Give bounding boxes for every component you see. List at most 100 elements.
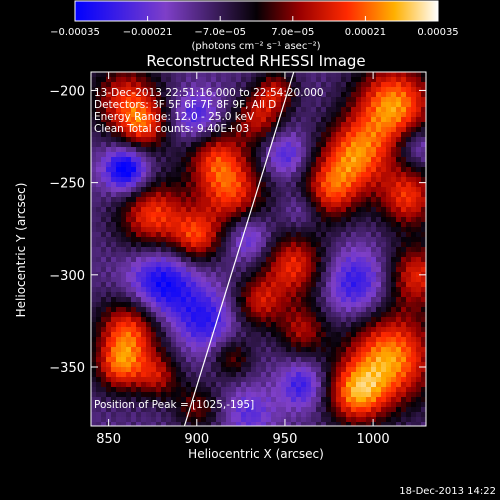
heatmap-cell	[341, 382, 347, 388]
heatmap-cell	[291, 77, 297, 83]
heatmap-cell	[251, 347, 257, 353]
heatmap-cell	[281, 162, 287, 168]
heatmap-cell	[391, 297, 397, 303]
heatmap-cell	[246, 167, 252, 173]
heatmap-cell	[366, 252, 372, 258]
heatmap-cell	[246, 262, 252, 268]
heatmap-cell	[336, 162, 342, 168]
heatmap-cell	[176, 302, 182, 308]
heatmap-cell	[191, 247, 197, 253]
heatmap-cell	[246, 152, 252, 158]
heatmap-cell	[186, 367, 192, 373]
heatmap-cell	[276, 252, 282, 258]
heatmap-cell	[206, 252, 212, 258]
heatmap-cell	[131, 102, 137, 108]
heatmap-cell	[166, 167, 172, 173]
heatmap-cell	[316, 327, 322, 333]
heatmap-cell	[336, 82, 342, 88]
heatmap-cell	[241, 377, 247, 383]
heatmap-cell	[321, 357, 327, 363]
heatmap-cell	[381, 92, 387, 98]
heatmap-cell	[361, 282, 367, 288]
heatmap-cell	[351, 232, 357, 238]
heatmap-cell	[151, 87, 157, 93]
heatmap-cell	[411, 307, 417, 313]
heatmap-cell	[121, 262, 127, 268]
heatmap-cell	[131, 172, 137, 178]
heatmap-cell	[421, 112, 426, 118]
heatmap-cell	[286, 137, 292, 143]
heatmap-cell	[166, 327, 172, 333]
heatmap-cell	[276, 297, 282, 303]
heatmap-cell	[96, 112, 102, 118]
heatmap-cell	[246, 387, 252, 393]
heatmap-cell	[231, 312, 237, 318]
heatmap-cell	[286, 127, 292, 133]
heatmap-cell	[111, 237, 117, 243]
heatmap-cell	[176, 322, 182, 328]
heatmap-cell	[146, 277, 152, 283]
heatmap-cell	[306, 137, 312, 143]
heatmap-cell	[251, 212, 257, 218]
heatmap-cell	[121, 167, 127, 173]
heatmap-cell	[391, 97, 397, 103]
heatmap-cell	[311, 137, 317, 143]
heatmap-cell	[216, 307, 222, 313]
heatmap-cell	[241, 212, 247, 218]
heatmap-cell	[266, 352, 272, 358]
heatmap-cell	[241, 227, 247, 233]
heatmap-cell	[421, 232, 426, 238]
heatmap-cell	[221, 132, 227, 138]
heatmap-cell	[231, 132, 237, 138]
heatmap-cell	[251, 177, 257, 183]
heatmap-cell	[251, 137, 257, 143]
heatmap-cell	[226, 277, 232, 283]
heatmap-cell	[276, 192, 282, 198]
heatmap-cell	[311, 122, 317, 128]
heatmap-cell	[231, 357, 237, 363]
heatmap-cell	[291, 217, 297, 223]
heatmap-cell	[136, 287, 142, 293]
heatmap-cell	[351, 362, 357, 368]
heatmap-cell	[161, 162, 167, 168]
heatmap-cell	[276, 242, 282, 248]
heatmap-cell	[396, 292, 402, 298]
heatmap-cell	[286, 312, 292, 318]
heatmap-cell	[191, 262, 197, 268]
heatmap-cell	[126, 112, 132, 118]
heatmap-cell	[366, 417, 372, 423]
heatmap-cell	[256, 92, 262, 98]
heatmap-cell	[241, 247, 247, 253]
heatmap-cell	[161, 242, 167, 248]
heatmap-cell	[421, 297, 426, 303]
heatmap-cell	[246, 407, 252, 413]
heatmap-cell	[371, 147, 377, 153]
heatmap-cell	[366, 337, 372, 343]
heatmap-cell	[356, 417, 362, 423]
heatmap-cell	[226, 117, 232, 123]
heatmap-cell	[166, 187, 172, 193]
heatmap-cell	[326, 407, 332, 413]
heatmap-cell	[261, 117, 267, 123]
heatmap-cell	[341, 157, 347, 163]
heatmap-cell	[246, 192, 252, 198]
heatmap-cell	[216, 117, 222, 123]
heatmap-cell	[411, 122, 417, 128]
heatmap-cell	[381, 117, 387, 123]
heatmap-cell	[356, 247, 362, 253]
heatmap-cell	[181, 257, 187, 263]
heatmap-cell	[381, 257, 387, 263]
heatmap-cell	[211, 187, 217, 193]
heatmap-cell	[321, 162, 327, 168]
heatmap-cell	[401, 187, 407, 193]
heatmap-cell	[291, 312, 297, 318]
heatmap-cell	[386, 102, 392, 108]
heatmap-cell	[326, 352, 332, 358]
heatmap-cell	[261, 107, 267, 113]
heatmap-cell	[286, 402, 292, 408]
heatmap-cell	[351, 382, 357, 388]
heatmap-cell	[276, 417, 282, 423]
heatmap-cell	[106, 217, 112, 223]
heatmap-cell	[291, 72, 297, 78]
heatmap-cell	[286, 342, 292, 348]
